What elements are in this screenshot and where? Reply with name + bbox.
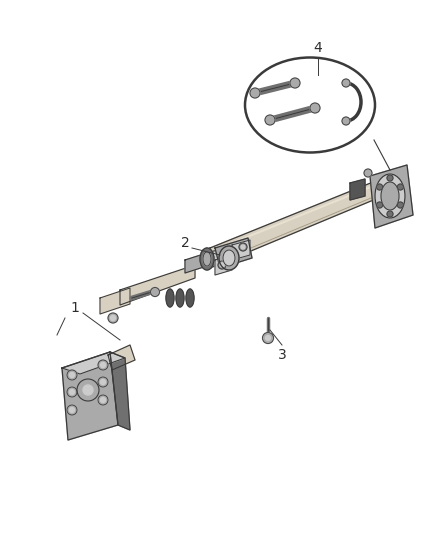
Circle shape xyxy=(265,335,271,341)
Ellipse shape xyxy=(176,289,184,307)
Circle shape xyxy=(100,362,106,367)
Circle shape xyxy=(218,261,226,269)
Circle shape xyxy=(67,370,77,380)
Ellipse shape xyxy=(245,58,375,152)
Text: 2: 2 xyxy=(180,236,189,250)
Circle shape xyxy=(100,398,106,402)
Ellipse shape xyxy=(200,248,214,270)
Polygon shape xyxy=(232,240,250,260)
Circle shape xyxy=(98,377,108,387)
Polygon shape xyxy=(215,238,252,268)
Circle shape xyxy=(110,316,116,320)
Circle shape xyxy=(98,360,108,370)
Circle shape xyxy=(239,243,247,251)
Circle shape xyxy=(262,333,273,343)
Circle shape xyxy=(70,408,74,413)
Polygon shape xyxy=(62,352,118,440)
Circle shape xyxy=(364,169,372,177)
Polygon shape xyxy=(210,248,225,265)
Text: 3: 3 xyxy=(278,348,286,362)
Ellipse shape xyxy=(203,252,211,266)
Circle shape xyxy=(70,390,74,394)
Circle shape xyxy=(250,88,260,98)
Ellipse shape xyxy=(223,250,235,266)
Circle shape xyxy=(265,115,275,125)
Circle shape xyxy=(220,263,224,267)
Circle shape xyxy=(67,387,77,397)
Circle shape xyxy=(100,379,106,384)
Ellipse shape xyxy=(219,246,239,270)
Circle shape xyxy=(83,385,93,395)
Circle shape xyxy=(387,175,393,181)
Text: 1: 1 xyxy=(71,301,79,315)
Polygon shape xyxy=(110,352,130,430)
Ellipse shape xyxy=(381,182,399,210)
Polygon shape xyxy=(120,265,195,305)
Circle shape xyxy=(387,211,393,217)
Ellipse shape xyxy=(375,174,405,218)
Circle shape xyxy=(397,202,403,208)
Circle shape xyxy=(98,395,108,405)
Circle shape xyxy=(377,184,383,190)
Polygon shape xyxy=(350,179,365,200)
Circle shape xyxy=(77,379,99,401)
Circle shape xyxy=(241,245,245,249)
Polygon shape xyxy=(215,255,232,275)
Polygon shape xyxy=(185,252,210,273)
Polygon shape xyxy=(62,352,125,374)
Circle shape xyxy=(67,405,77,415)
Polygon shape xyxy=(210,178,383,268)
Ellipse shape xyxy=(166,289,174,307)
Polygon shape xyxy=(370,165,413,228)
Ellipse shape xyxy=(186,289,194,307)
Circle shape xyxy=(290,78,300,88)
Circle shape xyxy=(397,184,403,190)
Circle shape xyxy=(342,79,350,87)
Polygon shape xyxy=(108,345,135,370)
Circle shape xyxy=(70,373,74,377)
Circle shape xyxy=(151,287,159,296)
Circle shape xyxy=(108,313,118,323)
Circle shape xyxy=(310,103,320,113)
Polygon shape xyxy=(100,288,130,314)
Circle shape xyxy=(342,117,350,125)
Circle shape xyxy=(377,202,383,208)
Text: 4: 4 xyxy=(314,41,322,55)
